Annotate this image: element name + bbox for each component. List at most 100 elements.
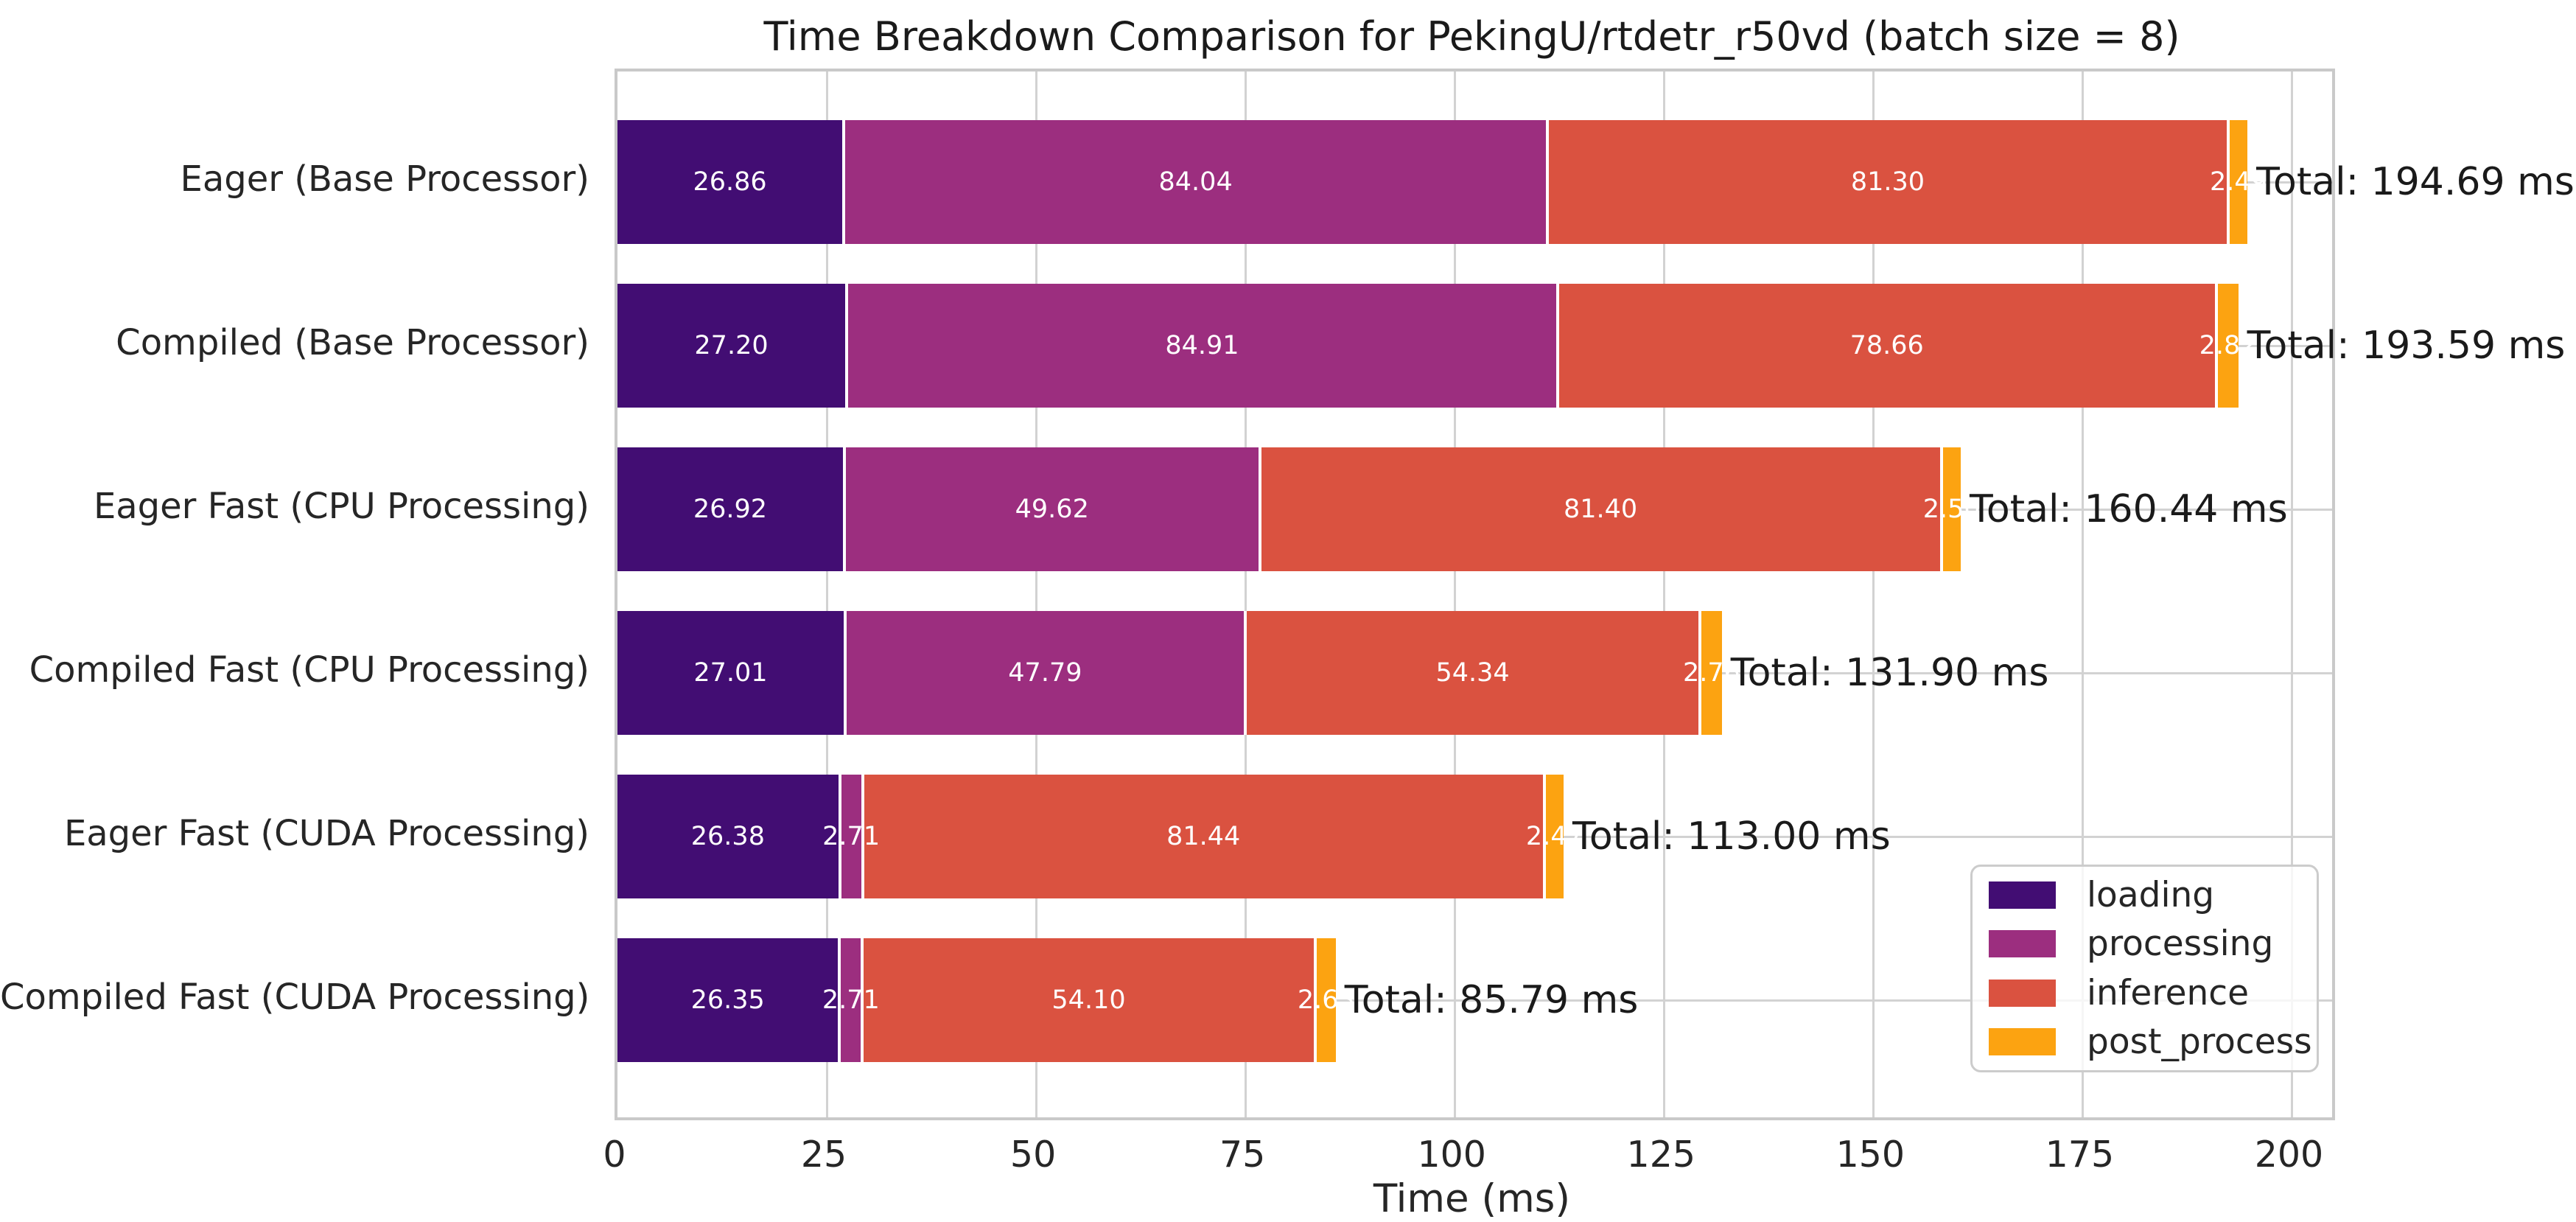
y-tick-label: Compiled Fast (CPU Processing) — [29, 649, 589, 691]
bar-segment-loading: 26.86 — [617, 120, 843, 244]
x-tick-label: 175 — [2045, 1134, 2115, 1176]
bar-value-label: 2.47 — [1525, 822, 1583, 851]
legend-label: loading — [2087, 875, 2215, 916]
bar-value-label: 78.66 — [1849, 331, 1924, 360]
legend-swatch-post_process — [1989, 1027, 2056, 1055]
plot-area: 26.86 84.04 81.30 2.49 27.20 84.91 78.66 2.82 26… — [615, 69, 2575, 1120]
x-tick-label: 50 — [1009, 1134, 1057, 1176]
x-axis-label: Time (ms) — [1373, 1176, 1571, 1221]
bar-value-label: 26.38 — [690, 822, 765, 851]
bar-value-label: 54.10 — [1051, 985, 1126, 1015]
gridline-vertical — [825, 71, 828, 1117]
bar-value-label: 2.50 — [1922, 495, 1981, 524]
bar-value-label: 26.35 — [690, 985, 765, 1015]
legend-label: inference — [2087, 972, 2250, 1013]
x-tick-label: 0 — [603, 1134, 626, 1176]
bar-segment-loading: 27.20 — [617, 284, 846, 408]
gridline-horizontal — [617, 999, 2332, 1002]
bar-value-label: 2.76 — [1683, 658, 1740, 688]
total-label: Total: 160.44 ms — [1969, 487, 2288, 531]
bar-value-label: 81.30 — [1850, 167, 1925, 197]
bar-value-label: 84.04 — [1158, 167, 1233, 197]
legend: loading processing inference post_process — [1970, 865, 2319, 1072]
bar-segment-inference: 54.10 — [861, 938, 1314, 1062]
bar-value-label: 2.49 — [2209, 167, 2267, 197]
bar-segment-loading: 26.35 — [617, 938, 839, 1062]
gridline-vertical — [1453, 71, 1456, 1117]
legend-swatch-processing — [1989, 930, 2056, 958]
bar-row: 26.35 2.71 54.10 2.63 — [617, 938, 1355, 1062]
total-label: Total: 85.79 ms — [1344, 978, 1639, 1022]
gridline-vertical — [1244, 71, 1247, 1117]
legend-item-post_process: post_process — [1989, 1022, 2317, 1062]
bar-segment-processing: 84.04 — [842, 120, 1547, 244]
bar-value-label: 27.20 — [694, 331, 769, 360]
bar-segment-post_process: 2.49 — [2210, 120, 2267, 244]
bar-row: 26.86 84.04 81.30 2.49 — [617, 120, 2267, 244]
legend-item-inference: inference — [1989, 973, 2317, 1013]
bar-segment-post_process: 2.50 — [1923, 447, 1981, 571]
legend-swatch-inference — [1989, 979, 2056, 1007]
y-tick-label: Eager Fast (CPU Processing) — [93, 486, 589, 527]
bar-value-label: 2.71 — [822, 822, 881, 851]
bar-value-label: 2.63 — [1297, 985, 1355, 1015]
bar-value-label: 27.01 — [693, 658, 768, 688]
bar-segment-inference: 78.66 — [1555, 284, 2215, 408]
bar-value-label: 54.34 — [1435, 658, 1510, 688]
bar-segment-post_process: 2.63 — [1298, 938, 1355, 1062]
x-tick-label: 125 — [1626, 1134, 1696, 1176]
total-label: Total: 131.90 ms — [1730, 651, 2049, 695]
y-tick-label: Compiled Fast (CUDA Processing) — [0, 977, 590, 1018]
bar-segment-processing: 2.71 — [822, 775, 880, 898]
bar-segment-processing: 2.71 — [822, 938, 880, 1062]
total-label: Total: 113.00 ms — [1572, 814, 1891, 859]
x-tick-label: 75 — [1219, 1134, 1266, 1176]
bar-segment-inference: 81.30 — [1546, 120, 2227, 244]
legend-item-processing: processing — [1989, 924, 2317, 964]
x-tick-label: 200 — [2254, 1134, 2324, 1176]
bar-segment-inference: 81.40 — [1258, 447, 1940, 571]
bar-segment-processing: 84.91 — [845, 284, 1556, 408]
bar-row: 26.92 49.62 81.40 2.50 — [617, 447, 1981, 571]
bar-value-label: 81.40 — [1563, 495, 1638, 524]
bar-row: 27.20 84.91 78.66 2.82 — [617, 284, 2257, 408]
bar-value-label: 26.92 — [693, 495, 768, 524]
legend-label: post_process — [2087, 1021, 2312, 1062]
gridline-vertical — [2081, 71, 2084, 1117]
gridline-vertical — [1662, 71, 1665, 1117]
bar-segment-loading: 27.01 — [617, 611, 844, 735]
chart-title: Time Breakdown Comparison for PekingU/rt… — [763, 13, 2180, 60]
bar-segment-post_process: 2.47 — [1526, 775, 1583, 898]
bar-value-label: 2.71 — [822, 985, 880, 1015]
y-tick-label: Compiled (Base Processor) — [116, 322, 589, 363]
bar-segment-loading: 26.38 — [617, 775, 839, 898]
bar-value-label: 81.44 — [1166, 822, 1241, 851]
gridline-vertical — [1872, 71, 1875, 1117]
bar-value-label: 2.82 — [2199, 331, 2257, 360]
bar-segment-processing: 49.62 — [842, 447, 1259, 571]
gridline-vertical — [2290, 71, 2293, 1117]
bar-value-label: 47.79 — [1008, 658, 1082, 688]
legend-swatch-loading — [1989, 881, 2056, 909]
x-tick-label: 150 — [1835, 1134, 1905, 1176]
total-label: Total: 194.69 ms — [2256, 160, 2575, 204]
bar-value-label: 84.91 — [1165, 331, 1239, 360]
bar-segment-loading: 26.92 — [617, 447, 843, 571]
bar-segment-post_process: 2.76 — [1683, 611, 1740, 735]
bar-row: 27.01 47.79 54.34 2.76 — [617, 611, 1740, 735]
x-tick-label: 100 — [1417, 1134, 1486, 1176]
legend-label: processing — [2087, 924, 2274, 965]
legend-item-loading: loading — [1989, 875, 2317, 915]
bar-segment-inference: 54.34 — [1243, 611, 1699, 735]
bar-value-label: 49.62 — [1015, 495, 1089, 524]
gridline-vertical — [1035, 71, 1037, 1117]
bar-segment-inference: 81.44 — [861, 775, 1543, 898]
y-tick-label: Eager Fast (CUDA Processing) — [63, 813, 589, 854]
y-tick-label: Eager (Base Processor) — [180, 158, 589, 200]
x-tick-label: 25 — [800, 1134, 847, 1176]
total-label: Total: 193.59 ms — [2247, 324, 2566, 368]
bar-segment-post_process: 2.82 — [2199, 284, 2257, 408]
bar-row: 26.38 2.71 81.44 2.47 — [617, 775, 1583, 898]
bar-value-label: 26.86 — [693, 167, 767, 197]
